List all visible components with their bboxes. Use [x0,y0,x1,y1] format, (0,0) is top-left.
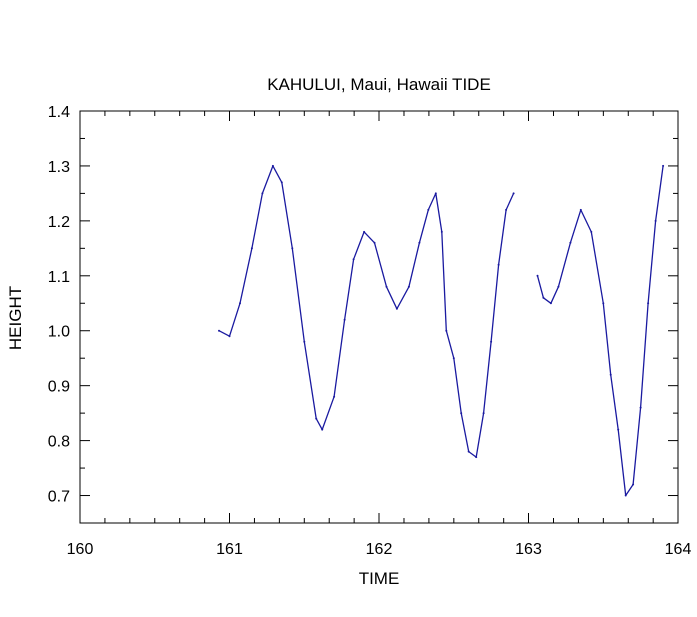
tide-data-point [363,230,366,233]
tide-data-point [373,241,376,244]
y-tick-label: 1.4 [48,104,70,121]
tide-data-point [569,241,572,244]
y-axis-label: HEIGHT [6,286,25,350]
tide-data-point [549,302,552,305]
tide-data-point [617,428,620,431]
tide-data-point [639,406,642,409]
tide-data-point [395,307,398,310]
tide-data-point [352,258,355,261]
tide-data-point [590,230,593,233]
tide-data-point [427,208,430,211]
tide-data-point [609,373,612,376]
tide-data-point [261,192,264,195]
x-tick-label: 163 [515,541,542,558]
tide-data-point [542,296,545,299]
tide-data-point [475,456,478,459]
x-tick-label: 160 [67,541,94,558]
tide-data-point [333,395,336,398]
tide-data-point [440,230,443,233]
tide-data-point [490,340,493,343]
axis-tick-labels: 160 161 162 163 164 0.7 0.8 0.9 1.0 1.1 1.2 1.3 1.4 [48,104,692,558]
tide-data-point [250,247,253,250]
tide-data-point [271,164,274,167]
y-tick-label: 1.2 [48,214,70,231]
x-tick-label: 161 [216,541,243,558]
tide-data-point [343,318,346,321]
data-layer [218,164,665,497]
tide-data-point [557,285,560,288]
tide-data-point [315,417,318,420]
tide-data-point [303,340,306,343]
y-tick-label: 1.1 [48,269,70,286]
tide-data-point [482,412,485,415]
tide-data-point [407,285,410,288]
tide-data-point [497,263,500,266]
tide-data-point [579,208,582,211]
tide-data-point [505,208,508,211]
tide-data-point [280,181,283,184]
y-tick-label: 1.3 [48,159,70,176]
tide-data-point [291,247,294,250]
tide-data-point [632,483,635,486]
tide-data-point [602,302,605,305]
tide-data-point [239,302,241,305]
y-tick-label: 0.9 [48,379,70,396]
tide-data-point [445,329,448,332]
tide-data-point [654,219,657,222]
y-tick-label: 0.8 [48,434,70,451]
axis-ticks [79,110,679,524]
tide-data-point [418,241,421,244]
tide-data-point [647,302,650,305]
chart-title: KAHULUI, Maui, Hawaii TIDE [267,75,491,94]
tide-data-point [467,450,470,453]
tide-data-point [662,164,665,167]
tide-data-point [434,192,437,195]
tide-data-point [624,494,627,497]
x-tick-label: 164 [665,541,692,558]
tide-series-segment [536,165,664,497]
tide-data-point [228,335,231,338]
x-tick-label: 162 [366,541,393,558]
x-axis-label: TIME [359,569,400,588]
tide-data-point [218,329,220,332]
y-tick-label: 0.7 [48,489,70,506]
y-tick-label: 1.0 [48,324,70,341]
tide-data-point [460,412,463,415]
tide-data-point [321,428,324,431]
tide-data-point [512,192,515,195]
tide-data-point [536,274,539,277]
tide-data-point [452,357,455,360]
tide-data-point [385,285,388,288]
